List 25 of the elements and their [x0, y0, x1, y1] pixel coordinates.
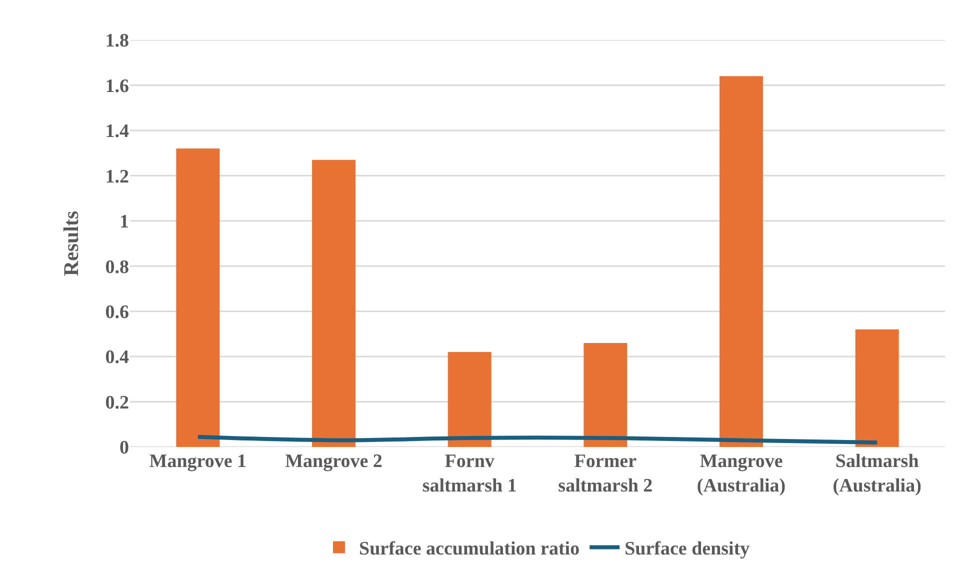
- legend-label: Surface density: [624, 538, 750, 560]
- bar: [448, 352, 492, 447]
- bar: [176, 148, 220, 447]
- x-tick-label: Mangrove 2: [285, 451, 382, 472]
- bar: [720, 76, 763, 447]
- bar: [312, 160, 356, 447]
- y-tick-label: 0.6: [105, 302, 129, 323]
- y-tick-label: 1.8: [105, 30, 129, 52]
- y-axis-title: Results: [59, 210, 83, 276]
- y-tick-label: 1: [120, 212, 129, 233]
- y-tick-label: 1.4: [105, 121, 130, 142]
- legend-label: Surface accumulation ratio: [359, 538, 580, 560]
- x-tick-label: Fornv saltmarsh 1: [422, 451, 517, 497]
- y-tick-label: 1.2: [105, 166, 129, 188]
- y-tick-label: 0.2: [105, 392, 129, 414]
- y-tick-label: 1.6: [105, 76, 129, 97]
- x-tick-label: Former saltmarsh 2: [558, 451, 653, 497]
- x-tick-label: Mangrove 1: [149, 451, 247, 472]
- y-tick-label: 0.8: [105, 256, 129, 278]
- y-tick-label: 0.4: [105, 347, 130, 368]
- bar: [855, 329, 899, 447]
- x-tick-label: Saltmarsh (Australia): [832, 451, 922, 497]
- y-tick-label: 0: [120, 438, 129, 459]
- x-tick-label: Mangrove (Australia): [696, 451, 786, 497]
- bar: [584, 342, 628, 447]
